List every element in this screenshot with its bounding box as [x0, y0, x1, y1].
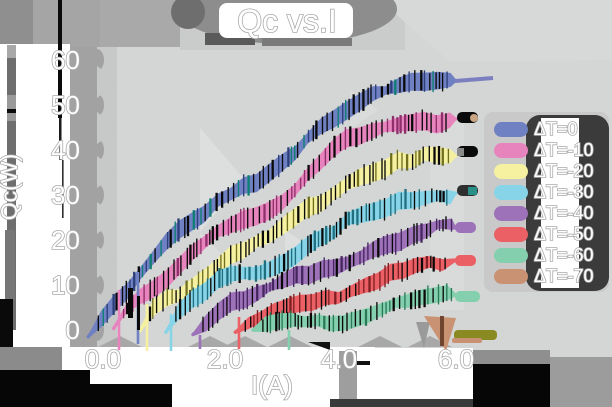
svg-text:ΔT=-70: ΔT=-70 — [534, 266, 594, 286]
svg-text:50: 50 — [51, 90, 80, 120]
svg-text:40: 40 — [51, 135, 80, 165]
svg-text:I(A): I(A) — [251, 370, 293, 400]
svg-text:60: 60 — [51, 45, 80, 75]
svg-text:ΔT=-10: ΔT=-10 — [534, 140, 594, 160]
svg-text:4.0: 4.0 — [321, 344, 357, 374]
svg-text:ΔT=-20: ΔT=-20 — [534, 161, 594, 181]
svg-text:ΔT=-30: ΔT=-30 — [534, 182, 594, 202]
svg-text:0: 0 — [66, 315, 80, 345]
svg-text:ΔT=-40: ΔT=-40 — [534, 203, 594, 223]
svg-text:2.0: 2.0 — [207, 344, 243, 374]
svg-text:20: 20 — [51, 225, 80, 255]
svg-text:30: 30 — [51, 180, 80, 210]
svg-text:ΔT=0: ΔT=0 — [534, 119, 578, 139]
svg-text:Qc vs.I: Qc vs.I — [237, 3, 337, 39]
svg-text:Qc(W): Qc(W) — [0, 154, 22, 220]
svg-text:0.0: 0.0 — [85, 344, 121, 374]
svg-text:ΔT=-60: ΔT=-60 — [534, 245, 594, 265]
svg-text:ΔT=-50: ΔT=-50 — [534, 224, 594, 244]
svg-text:6.0: 6.0 — [438, 344, 474, 374]
svg-text:10: 10 — [51, 270, 80, 300]
